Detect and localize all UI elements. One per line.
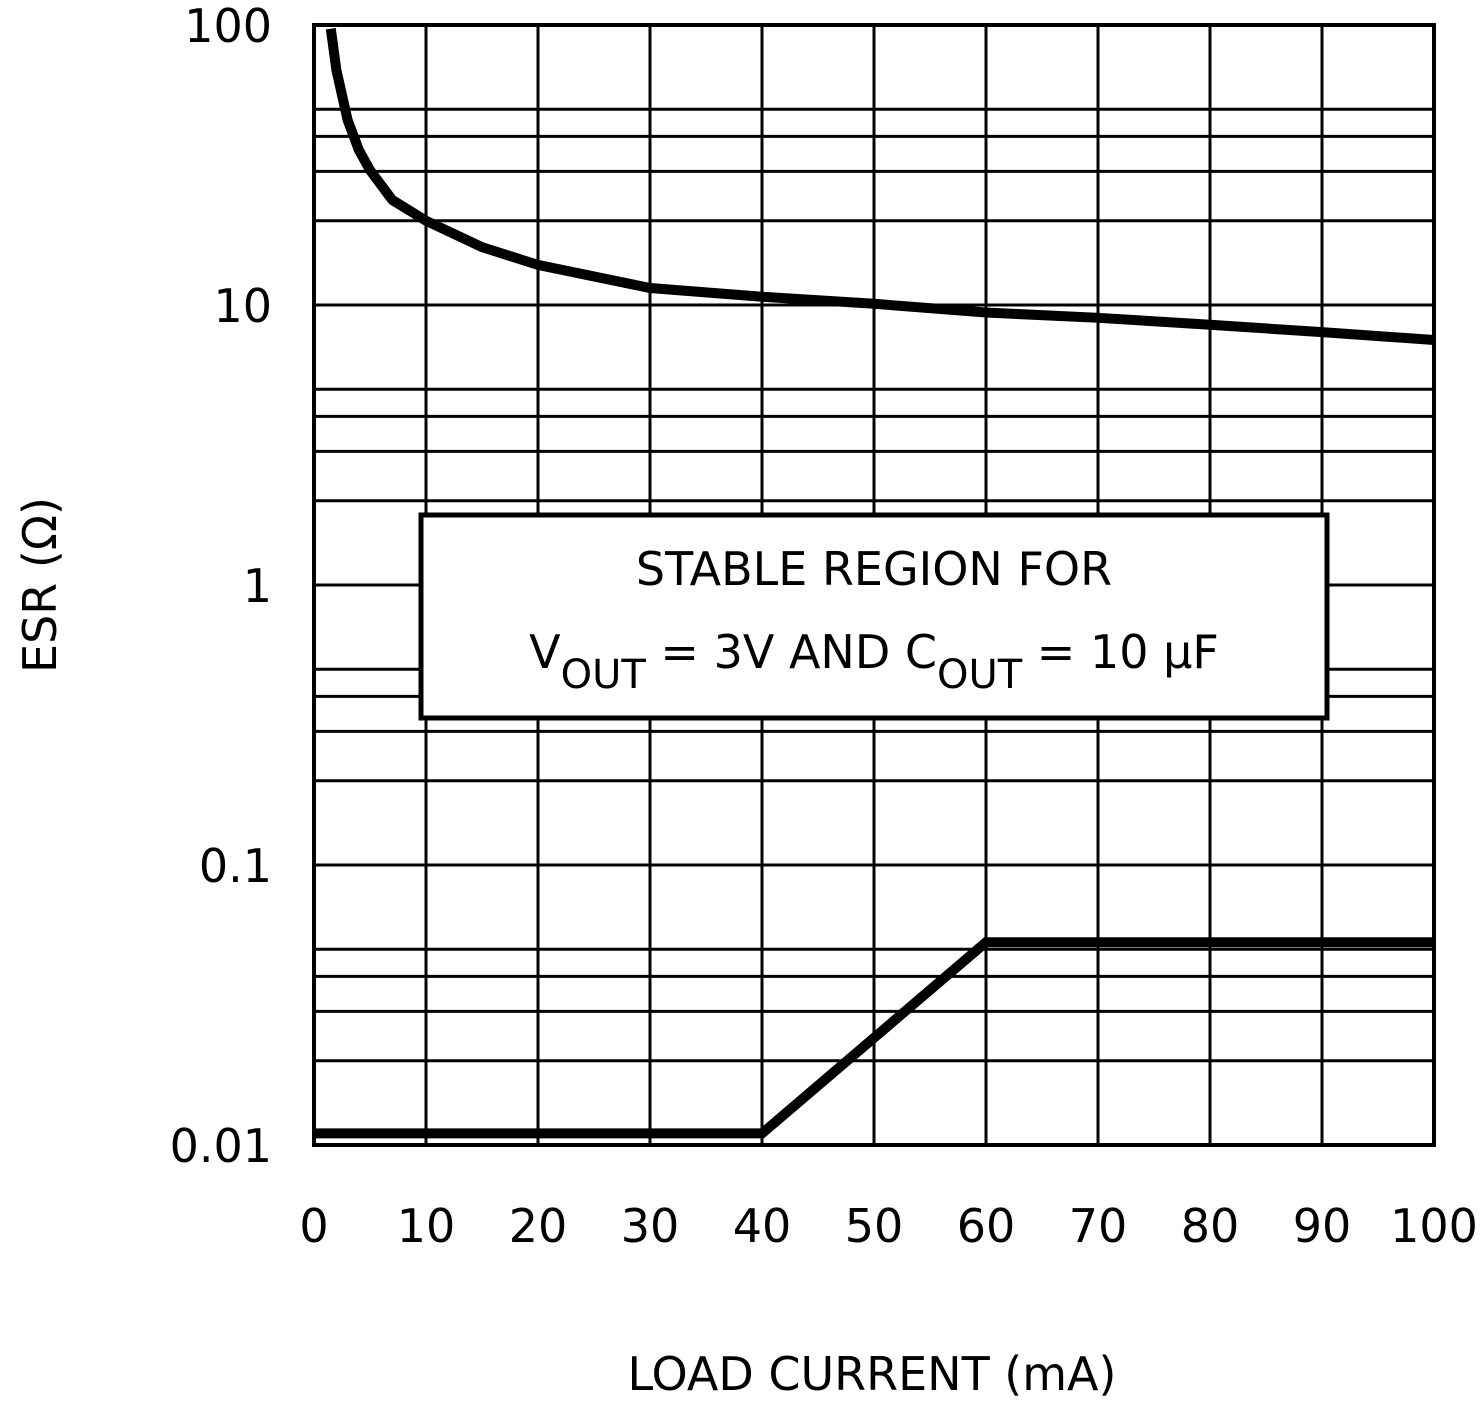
x-tick-label: 90 [1293,1199,1352,1253]
annotation-text: VOUT = 3V AND COUT = 10 μF [529,625,1219,698]
x-tick-label: 30 [621,1199,680,1253]
annotation-text: V [529,625,561,679]
x-axis-label: LOAD CURRENT (mA) [628,1347,1117,1401]
x-tick-label: 10 [397,1199,456,1253]
annotation-text: = 3V AND C [646,625,937,679]
y-tick-label: 0.01 [170,1119,272,1173]
annotation-subscript: OUT [561,652,647,698]
y-axis-label: ESR (Ω) [13,497,67,673]
annotation-text: STABLE REGION FOR [636,542,1112,596]
x-tick-label: 40 [733,1199,792,1253]
y-tick-label: 10 [213,279,272,333]
x-tick-label: 70 [1069,1199,1128,1253]
x-tick-label: 60 [957,1199,1016,1253]
annotation-box [418,512,1330,721]
x-tick-label: 0 [299,1199,328,1253]
y-tick-label: 1 [243,559,272,613]
data-line [325,28,1435,345]
x-tick-label: 80 [1181,1199,1240,1253]
y-tick-label: 0.1 [199,839,272,893]
y-tick-label: 100 [184,0,272,53]
data-line [314,937,1434,1139]
x-tick-label: 100 [1390,1199,1478,1253]
annotation-subscript: OUT [937,652,1023,698]
x-tick-label: 20 [509,1199,568,1253]
annotation-text: = 10 μF [1022,625,1219,679]
plot-border [312,23,1436,1147]
x-tick-label: 50 [845,1199,904,1253]
